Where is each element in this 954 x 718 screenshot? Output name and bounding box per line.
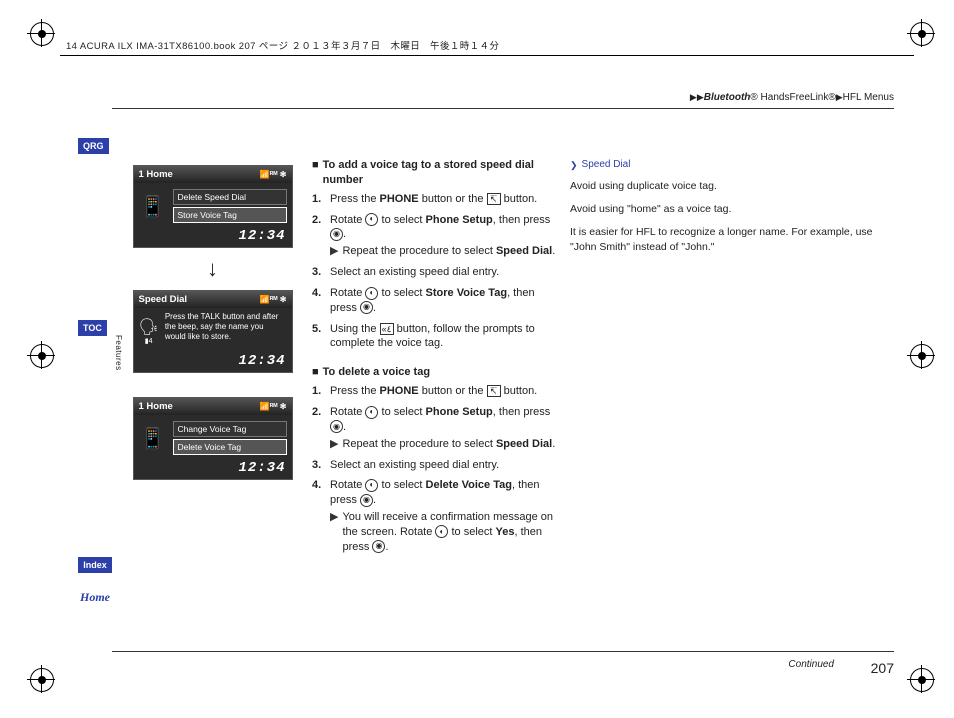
page-number: 207 <box>871 660 894 676</box>
rotate-dial-icon: ◐ <box>365 479 378 492</box>
continued-label: Continued <box>788 659 834 670</box>
doc-header: 14 ACURA ILX IMA-31TX86100.book 207 ページ … <box>60 35 914 56</box>
section-heading: ■ To delete a voice tag <box>312 365 562 380</box>
rotate-dial-icon: ◐ <box>365 213 378 226</box>
index-button[interactable]: Index <box>78 557 112 573</box>
divider <box>112 651 894 652</box>
down-arrow-icon: ↓ <box>207 256 218 282</box>
breadcrumb-item: Bluetooth <box>704 92 751 103</box>
press-dial-icon: ◉ <box>330 228 343 241</box>
step-3b: 3. Select an existing speed dial entry. <box>312 458 562 473</box>
signal-icon: 📶ᴿᴹ ✻ <box>260 295 287 304</box>
triangle-bullet-icon: ▶ <box>330 244 338 259</box>
step-1b: 1. Press the PHONE button or the ↸ butto… <box>312 384 562 399</box>
device-screen-1: 1 Home 📶ᴿᴹ ✻ 📱 Delete Speed Dial Store V… <box>133 165 293 248</box>
step-2: 2. Rotate ◐ to select Phone Setup, then … <box>312 213 562 260</box>
notes-heading: ❯ Speed Dial <box>570 158 890 173</box>
qrg-button[interactable]: QRG <box>78 138 109 154</box>
note-text: Avoid using duplicate voice tag. <box>570 179 890 194</box>
pickup-icon: ↸ <box>487 385 501 397</box>
menu-option-selected: Delete Voice Tag <box>173 439 287 455</box>
square-bullet-icon: ■ <box>312 365 319 380</box>
step-4: 4. Rotate ◐ to select Store Voice Tag, t… <box>312 286 562 316</box>
chevron-icon: ❯ <box>570 159 578 172</box>
phone-icon: 📱 <box>139 419 167 457</box>
chevron-icon: ▶▶ <box>690 92 704 103</box>
signal-icon: 📶ᴿᴹ ✻ <box>260 170 287 179</box>
step-2b: 2. Rotate ◐ to select Phone Setup, then … <box>312 405 562 452</box>
chevron-icon: ▶ <box>836 92 843 103</box>
bookmark-text: 14 ACURA ILX IMA-31TX86100.book 207 ページ … <box>66 41 499 52</box>
features-label: Features <box>114 335 123 371</box>
section-heading: ■ To add a voice tag to a stored speed d… <box>312 158 562 188</box>
step-4b: 4. Rotate ◐ to select Delete Voice Tag, … <box>312 478 562 554</box>
device-screen-2: Speed Dial 📶ᴿᴹ ✻ 🗣▮4 Press the TALK butt… <box>133 290 293 373</box>
press-dial-icon: ◉ <box>372 540 385 553</box>
press-dial-icon: ◉ <box>360 301 373 314</box>
square-bullet-icon: ■ <box>312 158 319 188</box>
press-dial-icon: ◉ <box>330 420 343 433</box>
menu-option: Delete Speed Dial <box>173 189 287 205</box>
note-text: Avoid using "home" as a voice tag. <box>570 202 890 217</box>
note-text: It is easier for HFL to recognize a long… <box>570 225 890 255</box>
phone-icon: 📱 <box>139 187 167 225</box>
talk-button-icon: «٤ <box>380 323 394 335</box>
breadcrumb: ▶▶Bluetooth® HandsFreeLink®▶HFL Menus <box>690 92 894 103</box>
step-3: 3. Select an existing speed dial entry. <box>312 265 562 280</box>
home-link[interactable]: Home <box>80 590 110 605</box>
menu-option-selected: Store Voice Tag <box>173 207 287 223</box>
rotate-dial-icon: ◐ <box>365 287 378 300</box>
rotate-dial-icon: ◐ <box>435 525 448 538</box>
screens-column: 1 Home 📶ᴿᴹ ✻ 📱 Delete Speed Dial Store V… <box>130 165 295 486</box>
step-1: 1. Press the PHONE button or the ↸ butto… <box>312 192 562 207</box>
signal-icon: 📶ᴿᴹ ✻ <box>260 402 287 411</box>
talk-icon: 🗣▮4 <box>139 312 159 350</box>
pickup-icon: ↸ <box>487 193 501 205</box>
screen-clock: 12:34 <box>134 227 292 247</box>
breadcrumb-item: HFL Menus <box>843 92 894 103</box>
main-instructions: ■ To add a voice tag to a stored speed d… <box>312 158 562 561</box>
device-screen-3: 1 Home 📶ᴿᴹ ✻ 📱 Change Voice Tag Delete V… <box>133 397 293 480</box>
screen-message: Press the TALK button and after the beep… <box>165 312 287 350</box>
screen-title: 1 Home <box>139 169 173 180</box>
rotate-dial-icon: ◐ <box>365 406 378 419</box>
divider <box>112 108 894 109</box>
menu-option: Change Voice Tag <box>173 421 287 437</box>
screen-clock: 12:34 <box>134 352 292 372</box>
step-5: 5. Using the «٤ button, follow the promp… <box>312 322 562 352</box>
screen-title: 1 Home <box>139 401 173 412</box>
triangle-bullet-icon: ▶ <box>330 437 338 452</box>
breadcrumb-item: HandsFreeLink <box>758 92 829 103</box>
screen-title: Speed Dial <box>139 294 188 305</box>
triangle-bullet-icon: ▶ <box>330 510 338 555</box>
notes-column: ❯ Speed Dial Avoid using duplicate voice… <box>570 158 890 263</box>
press-dial-icon: ◉ <box>360 494 373 507</box>
toc-button[interactable]: TOC <box>78 320 107 336</box>
screen-clock: 12:34 <box>134 459 292 479</box>
